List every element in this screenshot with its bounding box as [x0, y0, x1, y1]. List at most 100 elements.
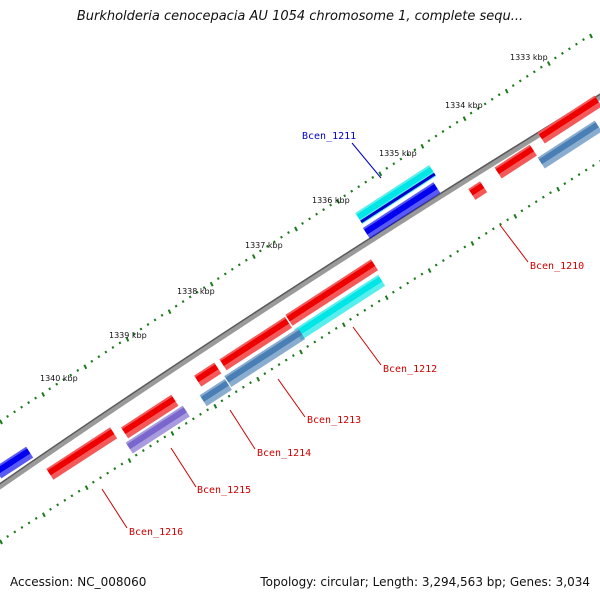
ruler-tick — [13, 410, 16, 414]
ruler-tick — [341, 322, 346, 328]
ruler-tick — [313, 340, 317, 344]
ruler-tick — [97, 355, 101, 359]
ruler-tick — [384, 295, 389, 301]
ruler-tick — [385, 166, 389, 170]
ruler-tick — [256, 376, 261, 382]
ruler-tick — [120, 462, 124, 466]
ruler-tick — [406, 281, 410, 285]
ruler-tick — [584, 168, 588, 172]
ruler-tick — [413, 148, 417, 152]
ruler-tick — [227, 394, 231, 398]
ruler-tick — [266, 244, 269, 248]
map-title: Burkholderia cenocepacia AU 1054 chromos… — [76, 9, 524, 24]
ruler-tick — [315, 212, 318, 216]
gene-label-bcen-1214[interactable]: Bcen_1214 — [257, 448, 311, 459]
ruler-tick — [27, 521, 31, 525]
ruler-tick — [125, 336, 130, 342]
ruler-tick — [111, 346, 115, 349]
gene-bcen-1216 — [46, 427, 118, 480]
gene-bcen-1213 — [224, 328, 306, 387]
ruler-tick — [491, 227, 495, 231]
ruler-tick — [469, 111, 473, 115]
ruler-tick — [504, 88, 509, 94]
gene-label-bcen-1213[interactable]: Bcen_1213 — [307, 415, 361, 426]
ruler-tick — [83, 364, 88, 370]
gene-label-bcen-1216[interactable]: Bcen_1216 — [129, 527, 183, 538]
ruler-tick — [470, 240, 475, 246]
ruler-tick — [420, 272, 424, 276]
gene-label-bcen-1215[interactable]: Bcen_1215 — [197, 485, 251, 496]
ruler-tick — [291, 354, 295, 357]
ruler-tick — [49, 507, 52, 511]
kbp-label: 1333 kbp — [510, 53, 548, 62]
ruler-tick — [556, 186, 561, 192]
ruler-tick — [546, 61, 551, 67]
ruler-tick — [280, 235, 283, 239]
ruler-tick — [371, 176, 375, 179]
kbp-label: 1337 kbp — [245, 241, 283, 250]
ruler-tick — [476, 107, 480, 110]
ruler-tick — [139, 327, 143, 331]
ruler-tick — [62, 378, 66, 382]
ruler-tick — [350, 189, 354, 193]
gene-label-bcen-1211[interactable]: Bcen_1211 — [302, 131, 356, 142]
kbp-label: 1334 kbp — [445, 101, 483, 110]
ruler-tick — [20, 525, 24, 529]
ruler-tick — [69, 373, 73, 377]
ruler-tick — [0, 539, 3, 545]
ruler-tick — [184, 421, 188, 425]
ruler-tick — [195, 290, 199, 294]
ruler-tick — [220, 399, 224, 403]
gene-label-bcen-1210[interactable]: Bcen_1210 — [530, 261, 584, 272]
ruler-tick — [244, 258, 248, 262]
gene-forward-cds — [121, 394, 179, 439]
ruler-tick — [134, 453, 138, 457]
ruler-tick — [20, 405, 23, 409]
ruler-tick — [153, 318, 157, 322]
ruler-tick — [329, 203, 333, 207]
gene-label-bcen-1212[interactable]: Bcen_1212 — [383, 364, 437, 375]
ruler-tick — [223, 272, 227, 276]
ruler-tick — [391, 290, 395, 294]
ruler-tick — [294, 226, 298, 232]
ruler-tick — [55, 382, 59, 386]
ruler-tick — [434, 263, 438, 267]
ruler-tick — [284, 358, 288, 362]
gene-bcen-1210 — [468, 181, 488, 200]
ruler-tick — [216, 277, 220, 280]
ruler-tick — [63, 498, 67, 502]
gene-forward-cds — [194, 362, 222, 387]
ruler-tick — [241, 385, 245, 389]
ruler-tick — [306, 345, 310, 348]
gene-bcen-1212 — [294, 274, 386, 341]
ruler-tick — [199, 412, 202, 416]
ruler-tick — [589, 33, 593, 39]
gene-bcen-1211 — [355, 165, 437, 224]
kbp-label: 1338 kbp — [177, 287, 215, 296]
gene-bcen-1214 — [199, 378, 232, 407]
ruler-tick — [441, 259, 445, 262]
ruler-tick — [99, 476, 102, 480]
ruler-tick — [406, 153, 410, 156]
ruler-tick — [237, 263, 241, 267]
ruler-tick — [6, 535, 10, 538]
ruler-tick — [334, 326, 338, 330]
ruler-tick — [277, 363, 281, 367]
ruler-tick — [336, 198, 341, 204]
ruler-tick — [363, 308, 367, 312]
ruler-tick — [377, 299, 381, 303]
ruler-tick — [118, 341, 122, 345]
ruler-tick — [525, 74, 529, 78]
ruler-tick — [549, 191, 552, 195]
ruler-tick — [170, 430, 175, 436]
ruler-tick — [541, 195, 545, 199]
ruler-tick — [251, 254, 256, 260]
ruler-tick — [41, 391, 46, 397]
ruler-tick — [582, 38, 585, 42]
ruler-tick — [357, 185, 361, 189]
ruler-tick — [534, 200, 538, 204]
ruler-tick — [499, 222, 502, 226]
ruler-tick — [455, 120, 459, 124]
ruler-tick — [484, 231, 488, 235]
